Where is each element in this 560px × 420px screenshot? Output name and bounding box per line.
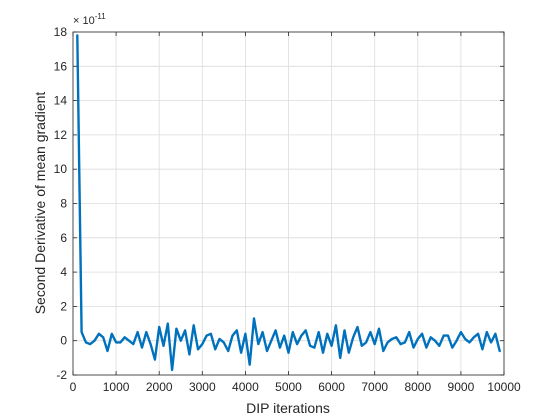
x-tick-labels: 0 1000 2000 3000 4000 5000 6000 7000 8000 9000 100… [70,380,521,394]
x-tick-label: 10000 [487,380,521,394]
y-tick-label: 18 [54,25,68,39]
x-tick-label: 0 [70,380,77,394]
x-tick-label: 6000 [318,380,345,394]
y-axis-label: Second Derivative of mean gradient [32,92,48,315]
y-tick-labels: -2 0 2 4 6 8 10 12 14 16 18 [54,25,68,382]
x-tick-label: 7000 [361,380,388,394]
y-tick-label: 0 [60,334,67,348]
x-tick-label: 2000 [146,380,173,394]
y-tick-label: 6 [60,231,67,245]
y-tick-label: 16 [54,59,68,73]
y-scale-factor: × 10-11 [73,12,106,27]
x-axis-label: DIP iterations [246,400,330,416]
y-tick-label: 2 [60,299,67,313]
x-tick-label: 4000 [232,380,259,394]
y-scale-base: × 10 [73,15,95,27]
y-tick-label: 14 [54,94,68,108]
x-tick-label: 3000 [189,380,216,394]
y-tick-label: 8 [60,197,67,211]
y-tick-label: 10 [54,162,68,176]
x-tick-label: 1000 [103,380,130,394]
y-scale-exponent: -11 [95,12,107,21]
series-line [76,34,501,372]
x-tick-label: 5000 [275,380,302,394]
tick-marks [72,31,505,376]
y-tick-label: -2 [56,368,67,382]
x-tick-label: 9000 [448,380,475,394]
y-tick-label: 12 [54,128,68,142]
y-tick-label: 4 [60,265,67,279]
series-layer [76,34,501,372]
x-tick-label: 8000 [404,380,431,394]
